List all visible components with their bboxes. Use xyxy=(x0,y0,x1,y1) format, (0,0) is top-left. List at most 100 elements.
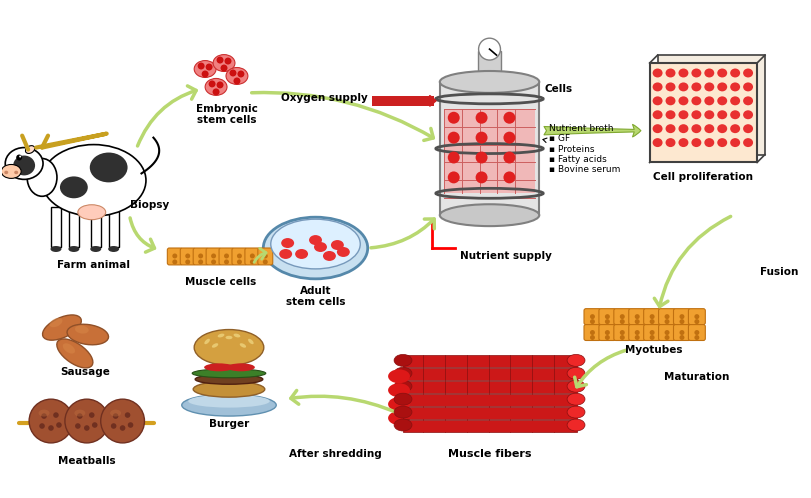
Ellipse shape xyxy=(27,158,57,196)
Bar xyxy=(51,207,61,247)
Ellipse shape xyxy=(204,364,234,372)
Circle shape xyxy=(77,413,83,419)
Circle shape xyxy=(53,412,58,418)
Ellipse shape xyxy=(90,152,127,182)
Circle shape xyxy=(503,112,515,124)
Circle shape xyxy=(234,78,240,85)
Text: Sausage: Sausage xyxy=(60,368,109,377)
Text: Meatballs: Meatballs xyxy=(58,456,115,466)
Ellipse shape xyxy=(393,419,411,431)
Circle shape xyxy=(503,151,515,163)
Circle shape xyxy=(237,253,242,258)
Ellipse shape xyxy=(690,110,701,119)
Ellipse shape xyxy=(75,326,88,334)
Circle shape xyxy=(16,154,22,160)
FancyBboxPatch shape xyxy=(258,248,272,265)
Ellipse shape xyxy=(393,393,411,405)
FancyBboxPatch shape xyxy=(672,325,689,341)
Ellipse shape xyxy=(239,343,246,348)
Circle shape xyxy=(604,335,609,340)
Circle shape xyxy=(649,330,654,335)
Ellipse shape xyxy=(703,96,714,105)
Circle shape xyxy=(84,425,89,431)
Circle shape xyxy=(475,112,487,124)
Circle shape xyxy=(634,314,639,319)
Text: Nutrient supply: Nutrient supply xyxy=(459,251,551,261)
Circle shape xyxy=(205,64,212,71)
Circle shape xyxy=(56,422,62,428)
Circle shape xyxy=(447,131,459,143)
Ellipse shape xyxy=(67,324,109,345)
Circle shape xyxy=(679,330,684,335)
Circle shape xyxy=(217,57,223,64)
Ellipse shape xyxy=(729,69,739,78)
Bar xyxy=(91,207,101,247)
Ellipse shape xyxy=(388,383,410,397)
Ellipse shape xyxy=(393,368,411,379)
Circle shape xyxy=(198,259,203,264)
Ellipse shape xyxy=(217,334,224,338)
Ellipse shape xyxy=(225,68,247,85)
Ellipse shape xyxy=(690,124,701,133)
Circle shape xyxy=(39,423,45,429)
Ellipse shape xyxy=(690,138,701,147)
Bar xyxy=(69,207,79,247)
Ellipse shape xyxy=(678,69,688,78)
Bar xyxy=(649,63,756,162)
Ellipse shape xyxy=(13,155,35,175)
Bar xyxy=(402,381,577,393)
Ellipse shape xyxy=(678,110,688,119)
Ellipse shape xyxy=(742,96,752,105)
FancyBboxPatch shape xyxy=(688,325,705,341)
Ellipse shape xyxy=(703,69,714,78)
FancyBboxPatch shape xyxy=(643,325,660,341)
Ellipse shape xyxy=(337,247,350,257)
FancyBboxPatch shape xyxy=(688,309,705,325)
Ellipse shape xyxy=(729,83,739,92)
Ellipse shape xyxy=(182,394,276,416)
Ellipse shape xyxy=(703,138,714,147)
Circle shape xyxy=(201,71,208,78)
Ellipse shape xyxy=(742,83,752,92)
Circle shape xyxy=(237,71,244,78)
Circle shape xyxy=(475,131,487,143)
Circle shape xyxy=(211,259,216,264)
Ellipse shape xyxy=(78,205,105,220)
Bar xyxy=(444,109,534,193)
Ellipse shape xyxy=(331,240,343,250)
Ellipse shape xyxy=(2,164,21,178)
FancyBboxPatch shape xyxy=(232,248,247,265)
Ellipse shape xyxy=(716,110,727,119)
FancyBboxPatch shape xyxy=(245,248,260,265)
Ellipse shape xyxy=(652,124,662,133)
FancyBboxPatch shape xyxy=(599,309,615,325)
Ellipse shape xyxy=(25,145,35,153)
Circle shape xyxy=(590,314,594,319)
Circle shape xyxy=(590,330,594,335)
Ellipse shape xyxy=(49,318,62,327)
Ellipse shape xyxy=(652,96,662,105)
FancyBboxPatch shape xyxy=(180,248,195,265)
Ellipse shape xyxy=(75,409,85,416)
Ellipse shape xyxy=(703,83,714,92)
Circle shape xyxy=(230,70,236,77)
Circle shape xyxy=(224,253,229,258)
Ellipse shape xyxy=(665,110,675,119)
Circle shape xyxy=(75,423,80,429)
Ellipse shape xyxy=(393,406,411,418)
Text: After shredding: After shredding xyxy=(289,449,381,459)
Ellipse shape xyxy=(678,96,688,105)
Ellipse shape xyxy=(263,217,367,279)
Circle shape xyxy=(65,399,109,443)
Ellipse shape xyxy=(205,79,227,95)
Ellipse shape xyxy=(690,69,701,78)
Ellipse shape xyxy=(729,110,739,119)
Circle shape xyxy=(693,335,698,340)
Text: Cell proliferation: Cell proliferation xyxy=(653,172,753,182)
Ellipse shape xyxy=(248,339,253,344)
Ellipse shape xyxy=(68,246,79,252)
Circle shape xyxy=(92,422,97,428)
FancyBboxPatch shape xyxy=(613,309,630,325)
Ellipse shape xyxy=(742,138,752,147)
Bar xyxy=(402,369,577,380)
